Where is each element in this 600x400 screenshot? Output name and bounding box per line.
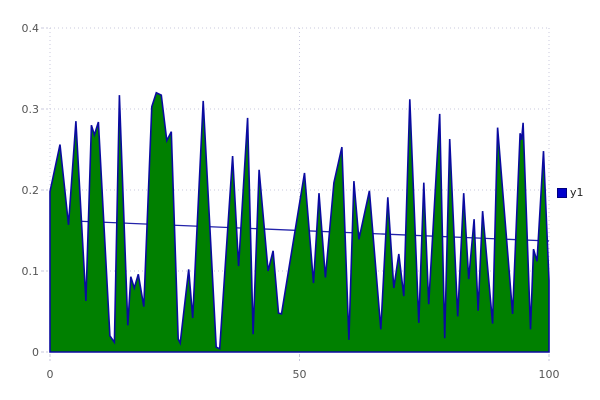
x-tick-label: 0 [47,368,54,381]
y-tick-label: 0.4 [22,22,40,35]
y-tick-label: 0.3 [22,103,40,116]
legend-label-y1: y1 [570,186,584,199]
y-tick-label: 0.2 [22,184,40,197]
y-tick-label: 0.1 [22,265,40,278]
legend-swatch-y1 [557,187,567,198]
y-tick-label: 0 [32,346,39,359]
x-tick-label: 100 [539,368,560,381]
area-series-y1 [49,91,550,353]
x-tick-label: 50 [293,368,307,381]
legend: y1 [557,187,584,198]
